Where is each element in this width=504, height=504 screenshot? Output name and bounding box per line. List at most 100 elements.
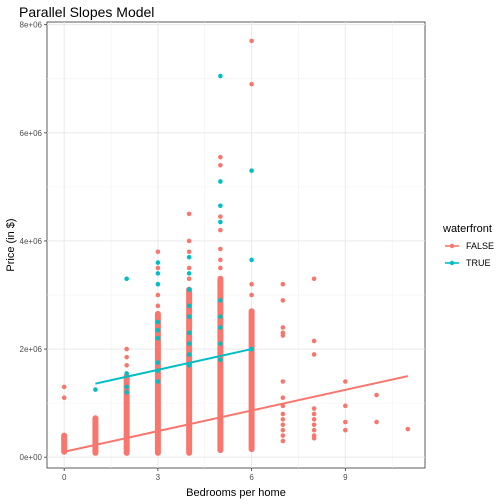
legend-key-point-true bbox=[449, 260, 455, 266]
point-false bbox=[218, 154, 223, 160]
chart-title: Parallel Slopes Model bbox=[19, 4, 154, 20]
point-true bbox=[249, 168, 254, 173]
point-false bbox=[311, 422, 317, 428]
point-false bbox=[374, 419, 379, 425]
point-false bbox=[61, 395, 67, 401]
plot-panel bbox=[46, 21, 426, 469]
point-true bbox=[218, 219, 223, 225]
point-false bbox=[186, 249, 192, 255]
point-false bbox=[311, 427, 317, 433]
point-false bbox=[218, 162, 223, 168]
legend-key-point-false bbox=[449, 243, 455, 249]
legend-label-true: TRUE bbox=[466, 258, 491, 268]
point-false bbox=[218, 246, 223, 252]
point-false bbox=[155, 265, 161, 271]
point-false bbox=[249, 292, 254, 298]
point-true bbox=[124, 384, 129, 390]
point-false bbox=[280, 417, 286, 422]
point-true bbox=[155, 260, 161, 265]
point-true bbox=[218, 298, 223, 303]
point-true bbox=[249, 257, 254, 263]
point-false bbox=[249, 281, 254, 287]
x-tick-label: 0 bbox=[62, 473, 67, 482]
fit-lines bbox=[63, 348, 409, 453]
legend: waterfront FALSE TRUE bbox=[442, 223, 494, 268]
point-true bbox=[218, 73, 223, 79]
point-false bbox=[155, 292, 161, 298]
point-true bbox=[155, 335, 161, 341]
point-false bbox=[280, 438, 286, 444]
point-true bbox=[155, 360, 161, 365]
axes: 0 3 6 9 0e+00 2e+06 4e+06 6e+06 8e+06 bbox=[20, 21, 349, 482]
point-true bbox=[186, 287, 192, 292]
point-false bbox=[374, 392, 379, 398]
point-true bbox=[93, 387, 98, 392]
point-false bbox=[186, 265, 192, 271]
point-false bbox=[311, 352, 317, 357]
point-false bbox=[280, 395, 286, 401]
point-false bbox=[124, 362, 129, 368]
point-true bbox=[218, 314, 223, 319]
point-false bbox=[280, 427, 286, 433]
point-false bbox=[61, 384, 67, 390]
point-true bbox=[155, 379, 161, 384]
y-tick-label: 6e+06 bbox=[20, 129, 43, 138]
x-tick-label: 3 bbox=[156, 473, 161, 482]
point-true bbox=[218, 325, 223, 330]
point-false bbox=[155, 249, 161, 255]
point-false bbox=[280, 325, 286, 330]
legend-label-false: FALSE bbox=[466, 241, 494, 251]
point-false bbox=[249, 38, 254, 44]
point-false bbox=[311, 411, 317, 417]
point-true bbox=[186, 303, 192, 309]
fit-line-false bbox=[63, 375, 409, 453]
point-true bbox=[124, 276, 129, 282]
point-false bbox=[343, 427, 348, 433]
point-true bbox=[155, 319, 161, 325]
point-false bbox=[218, 265, 223, 271]
y-tick-label: 8e+06 bbox=[20, 21, 43, 30]
point-false bbox=[280, 379, 286, 384]
y-tick-label: 0e+00 bbox=[20, 453, 43, 462]
point-false bbox=[280, 433, 286, 438]
point-false bbox=[218, 214, 223, 219]
point-false bbox=[280, 422, 286, 428]
point-true bbox=[155, 327, 161, 333]
point-true bbox=[155, 281, 161, 287]
point-true bbox=[218, 341, 223, 346]
point-false bbox=[311, 276, 317, 282]
point-true bbox=[218, 179, 223, 184]
point-false bbox=[311, 406, 317, 411]
point-false bbox=[280, 298, 286, 303]
point-true bbox=[124, 371, 129, 376]
point-true bbox=[124, 390, 129, 395]
point-true bbox=[186, 271, 192, 276]
point-true bbox=[186, 254, 192, 260]
point-false bbox=[311, 417, 317, 422]
point-false bbox=[124, 354, 129, 360]
point-false bbox=[124, 346, 129, 352]
y-tick-label: 2e+06 bbox=[20, 345, 43, 354]
x-tick-label: 6 bbox=[249, 473, 254, 482]
point-false bbox=[186, 211, 192, 217]
point-false bbox=[280, 281, 286, 287]
point-false bbox=[311, 338, 317, 344]
fit-line-true bbox=[95, 348, 252, 385]
x-axis-title: Bedrooms per home bbox=[186, 487, 286, 499]
point-false bbox=[155, 303, 161, 309]
point-true bbox=[155, 271, 161, 276]
point-true bbox=[186, 341, 192, 346]
point-false bbox=[249, 81, 254, 87]
grid bbox=[47, 22, 425, 468]
point-false bbox=[343, 403, 348, 409]
point-true bbox=[186, 352, 192, 357]
y-axis-title: Price (in $) bbox=[5, 218, 17, 271]
point-true bbox=[186, 330, 192, 336]
point-false bbox=[218, 257, 223, 263]
point-false bbox=[186, 276, 192, 282]
legend-title: waterfront bbox=[442, 223, 492, 235]
point-false bbox=[343, 379, 348, 384]
y-tick-label: 4e+06 bbox=[20, 237, 43, 246]
point-false bbox=[218, 227, 223, 233]
